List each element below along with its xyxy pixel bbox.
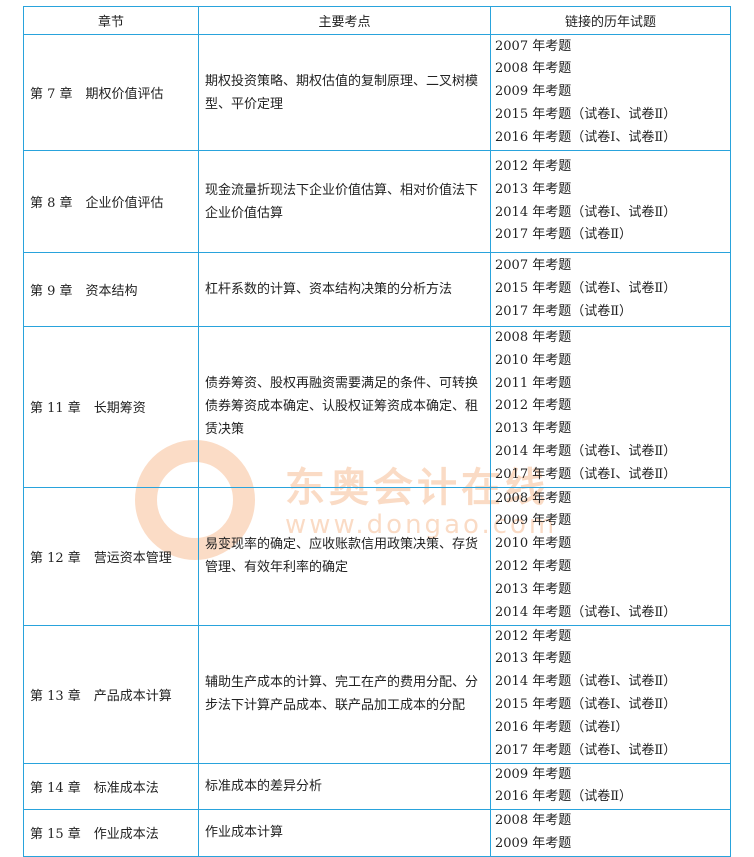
- exam-item: 2012 年考题: [495, 158, 572, 174]
- exam-item: 2014 年考题（试卷Ⅰ、试卷Ⅱ）: [495, 204, 677, 220]
- table-row: 第 11 章 长期筹资 债券筹资、股权再融资需要满足的条件、可转换债券筹资成本确定…: [23, 326, 731, 488]
- points-cell: 期权投资策略、期权估值的复制原理、二叉树模型、平价定理: [198, 34, 491, 151]
- points-cell: 易变现率的确定、应收账款信用政策决策、存货管理、有效年利率的确定: [198, 486, 491, 626]
- exam-item: 2013 年考题: [495, 581, 572, 597]
- table-row: 第 12 章 营运资本管理 易变现率的确定、应收账款信用政策决策、存货管理、有效年…: [23, 486, 731, 626]
- exams-cell: 2008 年考题 2010 年考题 2011 年考题 2012 年考题 2013 年考题…: [490, 326, 731, 488]
- points-cell: 辅助生产成本的计算、完工在产的费用分配、分步法下计算产品成本、联产品加工成本的分…: [198, 624, 491, 764]
- chapter-cell: 第 12 章 营运资本管理: [23, 486, 199, 626]
- exam-item: 2010 年考题: [495, 352, 572, 368]
- table-row: 第 14 章 标准成本法 标准成本的差异分析 2009 年考题 2016 年考题（试卷…: [23, 762, 731, 811]
- chapter-cell: 第 15 章 作业成本法: [23, 809, 199, 857]
- exams-cell: 2012 年考题 2013 年考题 2014 年考题（试卷Ⅰ、试卷Ⅱ） 2015 年考…: [490, 624, 731, 764]
- exams-cell: 2012 年考题 2013 年考题 2014 年考题（试卷Ⅰ、试卷Ⅱ） 2017 年考…: [490, 150, 731, 253]
- exam-item: 2010 年考题: [495, 536, 572, 552]
- table-row: 第 7 章 期权价值评估 期权投资策略、期权估值的复制原理、二叉树模型、平价定理 2…: [23, 34, 731, 151]
- exam-item: 2014 年考题（试卷Ⅰ、试卷Ⅱ）: [495, 674, 677, 690]
- exam-item: 2013 年考题: [495, 181, 572, 197]
- points-cell: 标准成本的差异分析: [198, 762, 491, 811]
- points-cell: 作业成本计算: [198, 809, 491, 857]
- exam-item: 2009 年考题: [495, 766, 572, 782]
- header-chapter: 章节: [23, 6, 199, 35]
- exams-cell: 2008 年考题 2009 年考题: [490, 809, 731, 857]
- exam-item: 2007 年考题: [495, 258, 572, 274]
- exam-item: 2009 年考题: [495, 835, 572, 851]
- exam-item: 2011 年考题: [495, 375, 572, 391]
- exam-item: 2008 年考题: [495, 330, 572, 345]
- table-row: 第 9 章 资本结构 杠杆系数的计算、资本结构决策的分析方法 2007 年考题 201…: [23, 252, 731, 327]
- exam-item: 2017 年考题（试卷Ⅱ）: [495, 227, 633, 243]
- exam-item: 2017 年考题（试卷Ⅱ）: [495, 303, 633, 319]
- exam-item: 2015 年考题（试卷Ⅰ、试卷Ⅱ）: [495, 281, 677, 297]
- exams-cell: 2009 年考题 2016 年考题（试卷Ⅱ）: [490, 762, 731, 811]
- points-cell: 现金流量折现法下企业价值估算、相对价值法下企业价值估算: [198, 150, 491, 253]
- table-row: 第 15 章 作业成本法 作业成本计算 2008 年考题 2009 年考题: [23, 809, 731, 857]
- exam-item: 2008 年考题: [495, 490, 572, 506]
- exams-cell: 2007 年考题 2015 年考题（试卷Ⅰ、试卷Ⅱ） 2017 年考题（试卷Ⅱ）: [490, 252, 731, 327]
- exam-item: 2013 年考题: [495, 421, 572, 437]
- exam-table: 章节 主要考点 链接的历年试题 第 7 章 期权价值评估 期权投资策略、期权估值的…: [23, 6, 731, 857]
- chapter-cell: 第 7 章 期权价值评估: [23, 34, 199, 151]
- exam-item: 2009 年考题: [495, 84, 572, 100]
- points-cell: 杠杆系数的计算、资本结构决策的分析方法: [198, 252, 491, 327]
- exam-item: 2016 年考题（试卷Ⅰ）: [495, 719, 629, 735]
- exam-item: 2017 年考题（试卷Ⅰ、试卷Ⅱ）: [495, 466, 677, 482]
- header-exams: 链接的历年试题: [490, 6, 731, 35]
- exam-item: 2012 年考题: [495, 628, 572, 644]
- exam-item: 2016 年考题（试卷Ⅰ、试卷Ⅱ）: [495, 129, 677, 145]
- chapter-cell: 第 9 章 资本结构: [23, 252, 199, 327]
- chapter-cell: 第 13 章 产品成本计算: [23, 624, 199, 764]
- exam-item: 2015 年考题（试卷Ⅰ、试卷Ⅱ）: [495, 106, 677, 122]
- header-points: 主要考点: [198, 6, 491, 35]
- exam-item: 2007 年考题: [495, 38, 572, 54]
- exam-item: 2015 年考题（试卷Ⅰ、试卷Ⅱ）: [495, 697, 677, 713]
- exam-item: 2012 年考题: [495, 559, 572, 575]
- points-cell: 债券筹资、股权再融资需要满足的条件、可转换债券筹资成本确定、认股权证筹资成本确定…: [198, 326, 491, 488]
- exam-item: 2017 年考题（试卷Ⅰ、试卷Ⅱ）: [495, 742, 677, 758]
- exam-item: 2012 年考题: [495, 398, 572, 414]
- exams-cell: 2007 年考题 2008 年考题 2009 年考题 2015 年考题（试卷Ⅰ、试卷Ⅱ…: [490, 34, 731, 151]
- table-row: 第 8 章 企业价值评估 现金流量折现法下企业价值估算、相对价值法下企业价值估算 2…: [23, 150, 731, 253]
- exam-item: 2009 年考题: [495, 513, 572, 529]
- table-row: 第 13 章 产品成本计算 辅助生产成本的计算、完工在产的费用分配、分步法下计算产…: [23, 624, 731, 764]
- exam-item: 2014 年考题（试卷Ⅰ、试卷Ⅱ）: [495, 443, 677, 459]
- exam-item: 2008 年考题: [495, 813, 572, 829]
- header-row: 章节 主要考点 链接的历年试题: [23, 6, 731, 35]
- exam-item: 2014 年考题（试卷Ⅰ、试卷Ⅱ）: [495, 604, 677, 620]
- exam-item: 2016 年考题（试卷Ⅱ）: [495, 789, 633, 805]
- chapter-cell: 第 14 章 标准成本法: [23, 762, 199, 811]
- chapter-cell: 第 11 章 长期筹资: [23, 326, 199, 488]
- exam-item: 2008 年考题: [495, 61, 572, 77]
- exam-item: 2013 年考题: [495, 651, 572, 667]
- exams-cell: 2008 年考题 2009 年考题 2010 年考题 2012 年考题 2013 年考题…: [490, 486, 731, 626]
- chapter-cell: 第 8 章 企业价值评估: [23, 150, 199, 253]
